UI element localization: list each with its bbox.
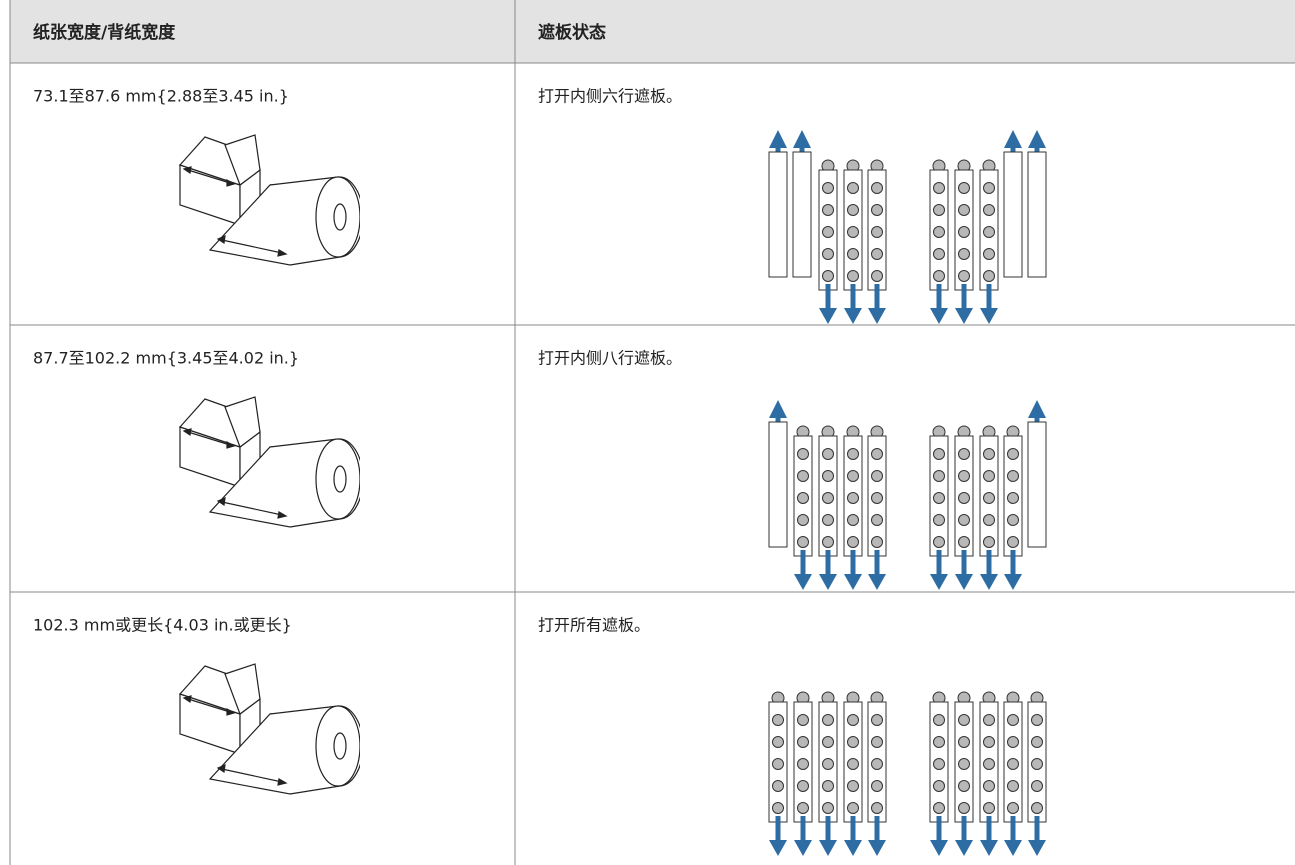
open-shutter <box>868 692 886 856</box>
shutters-row-3 <box>769 692 1046 856</box>
roll-illustration <box>180 135 363 265</box>
open-shutter <box>1004 426 1022 590</box>
header-cell: 遮板状态 <box>538 22 606 43</box>
width-cell: 87.7至102.2 mm{3.45至4.02 in.} <box>33 349 299 368</box>
open-shutter <box>769 692 787 856</box>
open-shutter <box>955 426 973 590</box>
grid <box>9 0 1295 865</box>
open-shutter <box>844 426 862 590</box>
open-shutter <box>930 426 948 590</box>
width-cell: 73.1至87.6 mm{2.88至3.45 in.} <box>33 87 289 106</box>
open-shutter <box>980 426 998 590</box>
open-shutter <box>955 692 973 856</box>
open-shutter <box>955 160 973 324</box>
open-shutter <box>844 692 862 856</box>
closed-shutter <box>1028 400 1046 547</box>
open-shutter <box>794 692 812 856</box>
open-shutter <box>819 426 837 590</box>
open-shutter <box>930 692 948 856</box>
open-shutter <box>794 426 812 590</box>
open-shutter <box>819 160 837 324</box>
closed-shutter <box>1028 130 1046 277</box>
closed-shutter <box>769 400 787 547</box>
shutters-row-2 <box>769 400 1046 590</box>
roll-illustration <box>180 664 363 794</box>
open-shutter <box>868 426 886 590</box>
header-bg <box>10 0 1295 63</box>
open-shutter <box>980 692 998 856</box>
roll-illustration <box>180 397 363 527</box>
shutters-row-1 <box>769 130 1046 324</box>
open-shutter <box>844 160 862 324</box>
open-shutter <box>1028 692 1046 856</box>
state-cell: 打开内侧八行遮板。 <box>538 349 682 368</box>
header-cell: 纸张宽度/背纸宽度 <box>33 22 176 43</box>
state-cell: 打开内侧六行遮板。 <box>538 87 682 106</box>
open-shutter <box>868 160 886 324</box>
open-shutter <box>980 160 998 324</box>
closed-shutter <box>793 130 811 277</box>
open-shutter <box>819 692 837 856</box>
state-cell: 打开所有遮板。 <box>538 616 650 635</box>
closed-shutter <box>769 130 787 277</box>
width-cell: 102.3 mm或更长{4.03 in.或更长} <box>33 616 292 635</box>
open-shutter <box>1004 692 1022 856</box>
open-shutter <box>930 160 948 324</box>
closed-shutter <box>1004 130 1022 277</box>
